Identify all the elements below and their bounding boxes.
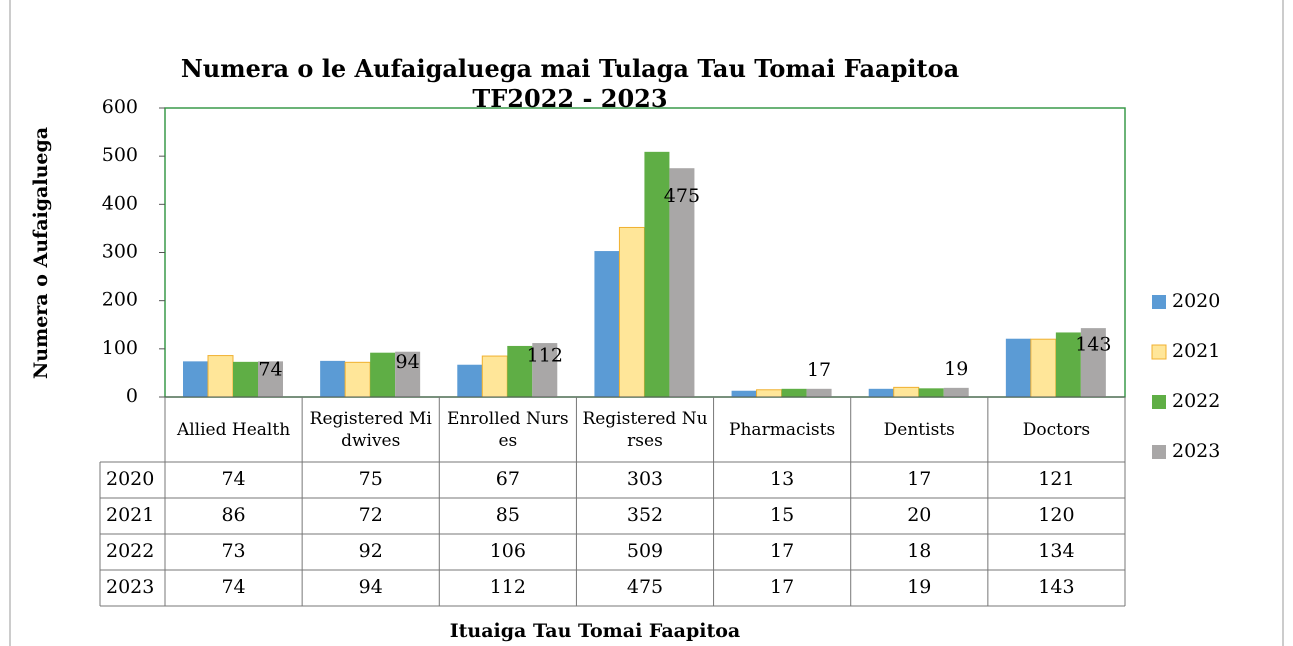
chart-title: Numera o le Aufaigaluega mai Tulaga Tau … [180,54,960,113]
legend-swatch [1151,344,1167,360]
y-tick-label: 300 [102,241,138,263]
bar [1080,328,1106,397]
y-tick-label: 400 [102,192,138,214]
legend-label: 2022 [1172,390,1220,412]
bar [532,343,558,397]
table-row-label: 2023 [106,576,154,598]
table-cell: 72 [359,504,383,526]
bar [594,251,620,397]
legend-label: 2020 [1172,290,1220,312]
table-cell: 74 [221,576,245,598]
table-cell: 73 [221,540,245,562]
table-cell: 20 [907,504,931,526]
y-axis-title: Numera o Aufaigaluega [30,127,52,379]
bar [781,388,807,397]
table-cell: 120 [1038,504,1074,526]
data-label: 17 [807,359,831,381]
data-label: 94 [396,351,420,373]
category-header: Allied Health [176,419,291,440]
legend-swatch [1152,395,1166,409]
bar [893,386,920,398]
bar [207,355,234,398]
data-label: 475 [664,185,700,207]
table-cell: 85 [496,504,520,526]
category-header: Doctors [1022,419,1091,440]
table-row-label: 2022 [106,540,154,562]
table-cell: 92 [359,540,383,562]
table-cell: 121 [1038,468,1074,490]
bar [344,361,371,398]
table-cell: 17 [907,468,931,490]
table-cell: 106 [490,540,526,562]
data-label: 112 [527,345,563,367]
table-row-label: 2020 [106,468,154,490]
table-cell: 475 [627,576,663,598]
bar [868,388,894,397]
bar [1055,332,1081,397]
table-cell: 17 [770,576,794,598]
table-cell: 303 [627,468,663,490]
table-cell: 13 [770,468,794,490]
bar [731,390,757,397]
category-header: Dentists [883,419,955,440]
bar [756,389,783,398]
table-cell: 112 [490,576,526,598]
table-cell: 75 [359,468,383,490]
category-header: Registered Midwives [309,408,432,451]
bar [457,364,483,397]
bar [618,226,645,398]
category-header: Enrolled Nurses [447,408,569,451]
table-cell: 19 [907,576,931,598]
table-cell: 18 [907,540,931,562]
bar [183,361,208,397]
bar [1005,338,1031,397]
y-tick-label: 100 [102,337,138,359]
table-cell: 17 [770,540,794,562]
y-tick-label: 600 [102,96,138,118]
table-cell: 86 [221,504,245,526]
y-tick-label: 200 [102,289,138,311]
y-tick-label: 500 [102,144,138,166]
bar [258,361,283,397]
table-cell: 94 [359,576,383,598]
table-cell: 15 [770,504,794,526]
bar [943,387,969,397]
legend-swatch [1152,445,1166,459]
data-label: 143 [1075,333,1111,355]
table-cell: 74 [221,468,245,490]
table-cell: 143 [1038,576,1074,598]
bar [320,360,346,397]
table-cell: 352 [627,504,663,526]
bar [507,345,533,397]
x-axis-title: Ituaiga Tau Tomai Faapitoa [450,620,741,642]
data-label: 74 [258,358,282,380]
bar [669,168,695,397]
data-label: 19 [944,358,968,380]
bar [233,361,258,397]
bar [481,355,508,398]
legend-label: 2023 [1172,440,1220,462]
bar [806,388,832,397]
legend-label: 2021 [1172,340,1220,362]
bar [370,352,396,397]
table-cell: 134 [1038,540,1074,562]
legend-swatch [1152,295,1166,309]
bar [1030,338,1057,398]
y-tick-label: 0 [126,385,138,407]
bar [918,388,944,397]
category-header: Pharmacists [729,419,836,440]
table-cell: 509 [627,540,663,562]
table-cell: 67 [496,468,520,490]
bar [395,351,421,397]
table-row-label: 2021 [106,504,154,526]
bar [644,151,670,397]
category-header: Registered Nurses [582,408,708,451]
